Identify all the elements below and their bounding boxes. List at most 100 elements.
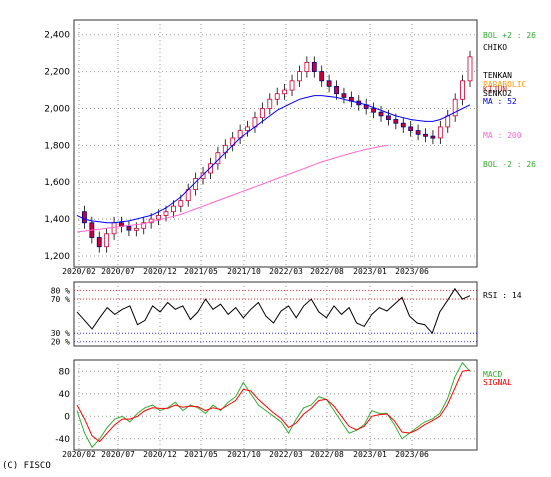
candle-body [274, 93, 280, 100]
price-series [76, 50, 473, 253]
price-panel-frame [73, 19, 478, 268]
legend-item: KIJUN [483, 85, 507, 94]
y-tick-label: 20 % [51, 338, 70, 347]
x-tick-label: 2021/10 [227, 450, 261, 459]
candle-body [400, 122, 406, 128]
x-tick-label: 2021/05 [184, 267, 218, 276]
rsi-y-ticks: 80 %70 % 30 %20 % [51, 287, 70, 347]
x-tick-label: 2022/08 [310, 267, 344, 276]
macd-x-ticks: 2020/02 2020/07 2020/12 2021/05 2021/10 2022/… [62, 450, 429, 459]
legend-item: MA : 52 [483, 97, 517, 106]
candle-body [133, 227, 139, 231]
legend-item: SIGNAL [483, 378, 512, 387]
legend-item: BOL -2 : 26 [483, 160, 536, 169]
price-y-ticks: 2,400 2,200 2,000 1,800 1,600 1,400 1,200 [44, 31, 70, 262]
x-tick-label: 2023/06 [395, 267, 429, 276]
y-tick-label: 1,600 [44, 178, 70, 188]
legend-item: RSI : 14 [483, 291, 522, 300]
candle-body [430, 135, 436, 139]
candle-body [259, 108, 265, 119]
y-tick-label: 0 [64, 412, 70, 422]
x-tick-label: 2022/03 [269, 450, 303, 459]
x-tick-label: 2020/07 [101, 450, 135, 459]
macd-panel-frame [73, 359, 478, 451]
x-tick-label: 2022/03 [269, 267, 303, 276]
candle-body [104, 233, 110, 248]
candle-body [289, 80, 295, 91]
price-panel: 2,400 2,200 2,000 1,800 1,600 1,400 1,200 2020… [44, 19, 536, 276]
legend-item: PARABOLIC [483, 80, 527, 89]
candle-body [96, 237, 102, 248]
candle-body [200, 172, 206, 179]
candle-body [82, 211, 87, 224]
legend-item: CHIKO [483, 43, 507, 52]
candle-body [282, 89, 288, 95]
x-tick-label: 2021/05 [184, 450, 218, 459]
x-tick-label: 2020/12 [143, 450, 177, 459]
candle-body [170, 205, 176, 213]
candle-body [437, 126, 443, 139]
candle-body [156, 214, 161, 220]
ma52-line [76, 95, 471, 224]
x-tick-label: 2023/01 [353, 267, 387, 276]
x-tick-label: 2023/06 [395, 450, 429, 459]
y-tick-label: -40 [55, 435, 70, 445]
candle-body [341, 93, 347, 98]
candle-body [460, 80, 465, 100]
copyright-text: (C) FISCO [2, 461, 51, 471]
macd-y-ticks: 80 40 0 -40 [55, 367, 70, 445]
candle-body [445, 115, 451, 128]
macd-series [76, 361, 471, 449]
y-tick-label: 80 % [51, 287, 70, 296]
rsi-series [76, 287, 471, 335]
candle-body [371, 108, 377, 113]
macd-line [76, 361, 471, 449]
candle-body [178, 200, 184, 207]
candle-body [304, 61, 310, 73]
y-tick-label: 2,200 [44, 68, 70, 78]
candle-body [141, 222, 147, 229]
x-tick-label: 2020/02 [62, 450, 96, 459]
legend-item: MACD [483, 370, 502, 379]
macd-vertical-grid [78, 360, 413, 450]
price-x-ticks: 2020/02 2020/07 2020/12 2021/05 2021/10 2022/… [62, 267, 429, 276]
candle-body [126, 226, 132, 231]
candle-body [415, 130, 421, 135]
price-horizontal-grid [74, 34, 477, 257]
candle-body [393, 119, 399, 124]
rsi-vertical-grid [78, 282, 413, 346]
rsi-legend: RSI : 14 [483, 291, 522, 300]
ma200-line [76, 144, 389, 233]
y-tick-label: 1,200 [44, 252, 70, 262]
candle-body [378, 111, 384, 117]
candle-body [245, 126, 250, 131]
x-tick-label: 2020/02 [62, 267, 96, 276]
y-tick-label: 1,400 [44, 215, 70, 225]
x-tick-label: 2023/01 [353, 450, 387, 459]
candle-body [408, 126, 414, 131]
legend-item: SENKO2 [483, 89, 512, 98]
x-tick-label: 2020/12 [143, 267, 177, 276]
rsi-panel-frame [73, 281, 478, 347]
x-tick-label: 2022/08 [310, 450, 344, 459]
legend-item: BOL +2 : 26 [483, 31, 536, 40]
y-tick-label: 1,800 [44, 141, 70, 151]
candle-body [423, 133, 428, 137]
y-tick-label: 30 % [51, 329, 70, 338]
y-tick-label: 70 % [51, 295, 70, 304]
candle-body [163, 211, 169, 216]
price-legend: BOL +2 : 26 CHIKO TENKANPARABOLICKIJUNSENK… [483, 31, 536, 169]
y-tick-label: 40 [59, 390, 71, 400]
rsi-reference-lines [74, 290, 477, 343]
rsi-line [76, 287, 471, 335]
candle-body [311, 61, 317, 73]
x-tick-label: 2020/07 [101, 267, 135, 276]
candle-body [111, 222, 117, 235]
legend-item: MA : 200 [483, 131, 522, 140]
candle-body [467, 56, 473, 82]
candle-body [319, 71, 325, 82]
candle-body [208, 163, 213, 174]
y-tick-label: 2,400 [44, 31, 70, 41]
